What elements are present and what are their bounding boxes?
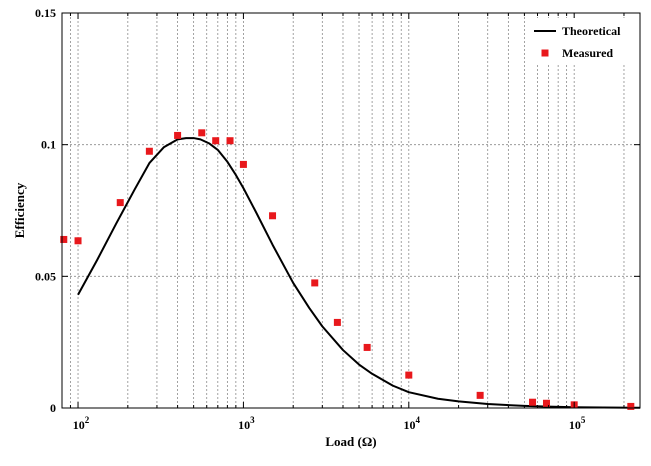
x-tick-label: 102 bbox=[73, 415, 90, 432]
measured-point bbox=[529, 398, 537, 406]
y-tick-label: 0.1 bbox=[41, 138, 56, 152]
measured-point bbox=[476, 391, 484, 399]
measured-point bbox=[212, 137, 220, 145]
x-tick-label: 103 bbox=[238, 415, 255, 432]
axis-ticks: 0 0.05 0.1 0.15 102 103 104 105 bbox=[35, 6, 640, 432]
measured-point bbox=[116, 199, 124, 207]
measured-point bbox=[198, 129, 206, 137]
measured-point bbox=[627, 402, 635, 410]
measured-point bbox=[145, 147, 153, 155]
measured-point bbox=[60, 235, 68, 243]
measured-point bbox=[226, 137, 234, 145]
legend-label-measured: Measured bbox=[562, 46, 613, 60]
y-tick-label: 0.15 bbox=[35, 6, 56, 20]
measured-point bbox=[333, 318, 341, 326]
y-tick-label: 0 bbox=[50, 401, 56, 415]
measured-point bbox=[74, 237, 82, 245]
measured-point bbox=[363, 343, 371, 351]
measured-point bbox=[269, 212, 277, 220]
x-tick-label: 105 bbox=[569, 415, 586, 432]
plot-frame bbox=[61, 12, 641, 409]
measured-point bbox=[542, 399, 550, 407]
theoretical-curve bbox=[77, 137, 641, 409]
measured-point bbox=[405, 371, 413, 379]
measured-point bbox=[174, 131, 182, 139]
y-axis-title: Efficiency bbox=[12, 182, 27, 238]
measured-point bbox=[311, 279, 319, 287]
x-tick-label: 104 bbox=[404, 415, 421, 432]
plot-area bbox=[60, 129, 641, 410]
grid-lines bbox=[61, 13, 640, 408]
x-axis-title: Load (Ω) bbox=[325, 434, 376, 449]
legend: Theoretical Measured bbox=[528, 18, 638, 64]
legend-measured-marker-swatch bbox=[541, 49, 549, 57]
y-tick-label: 0.05 bbox=[35, 269, 56, 283]
measured-point bbox=[239, 160, 247, 168]
legend-label-theoretical: Theoretical bbox=[562, 24, 621, 38]
